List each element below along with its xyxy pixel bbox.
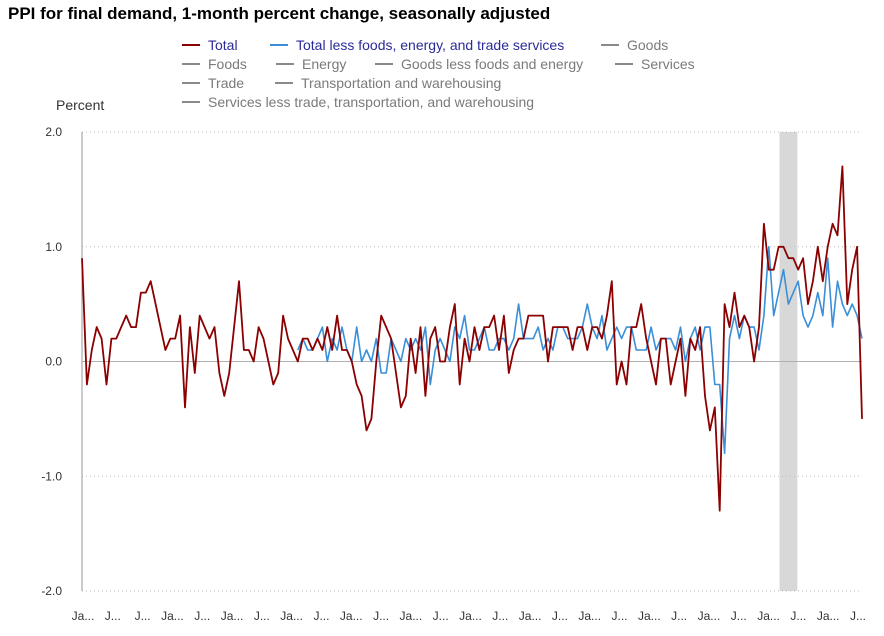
legend-swatch-services (615, 63, 633, 66)
legend-item-goods[interactable]: Goods (601, 37, 668, 53)
legend-swatch-goods (601, 44, 619, 47)
gridlines-layer (81, 131, 862, 592)
y-tick-label: 0.0 (45, 355, 62, 369)
legend-label: Services (641, 56, 695, 72)
series-line-total[interactable] (81, 165, 863, 512)
x-tick-label: J... (671, 609, 687, 623)
y-tick-label: -2.0 (41, 584, 62, 598)
legend-item-energy[interactable]: Energy (276, 56, 346, 72)
legend-swatch-goods-less (375, 63, 393, 66)
x-tick-label: J... (313, 609, 329, 623)
legend-item-services-less[interactable]: Services less trade, transportation, and… (182, 94, 534, 110)
chart-title: PPI for final demand, 1-month percent ch… (8, 4, 551, 23)
legend-label: Services less trade, transportation, and… (208, 94, 535, 110)
legend-swatch-total-less (270, 44, 288, 47)
legend: Total Total less foods, energy, and trad… (0, 0, 884, 120)
x-tick-label: Ja... (519, 609, 542, 623)
x-tick-labels-layer: Ja... J... J... Ja... J... Ja... J... Ja... J...… (72, 609, 866, 623)
x-tick-label: Ja... (698, 609, 721, 623)
y-tick-label: 1.0 (45, 240, 62, 254)
legend-item-trade[interactable]: Trade (182, 75, 244, 91)
x-tick-label: J... (194, 609, 210, 623)
x-tick-label: J... (612, 609, 628, 623)
x-tick-label: Ja... (757, 609, 780, 623)
x-tick-label: Ja... (578, 609, 601, 623)
x-tick-label: Ja... (340, 609, 363, 623)
x-tick-label: Ja... (400, 609, 423, 623)
legend-label: Total (208, 37, 238, 53)
x-tick-label: Ja... (638, 609, 661, 623)
x-tick-label: Ja... (72, 609, 95, 623)
legend-swatch-total (182, 44, 200, 47)
y-tick-label: -1.0 (41, 469, 62, 483)
x-tick-label: Ja... (817, 609, 840, 623)
x-tick-label: J... (135, 609, 151, 623)
legend-item-services[interactable]: Services (615, 56, 695, 72)
legend-swatch-transportation (275, 82, 293, 85)
x-tick-label: J... (492, 609, 508, 623)
legend-label: Trade (208, 75, 245, 91)
x-tick-label: J... (433, 609, 449, 623)
x-tick-label: Ja... (221, 609, 244, 623)
legend-label: Goods less foods and energy (401, 56, 584, 72)
y-axis-title: Percent (56, 97, 105, 113)
legend-swatch-services-less (182, 101, 200, 104)
legend-label: Total less foods, energy, and trade serv… (296, 37, 565, 53)
legend-label: Energy (302, 56, 347, 72)
x-tick-label: Ja... (280, 609, 303, 623)
legend-swatch-energy (276, 63, 294, 66)
legend-item-goods-less[interactable]: Goods less foods and energy (375, 56, 583, 72)
legend-swatch-trade (182, 82, 200, 85)
legend-item-total-less[interactable]: Total less foods, energy, and trade serv… (270, 37, 564, 53)
y-tick-labels-layer: 2.0 1.0 0.0 -1.0 -2.0 (41, 125, 62, 598)
legend-label: Transportation and warehousing (301, 75, 502, 91)
legend-item-foods[interactable]: Foods (182, 56, 247, 72)
y-tick-label: 2.0 (45, 125, 62, 139)
legend-item-transportation[interactable]: Transportation and warehousing (275, 75, 501, 91)
x-tick-label: J... (552, 609, 568, 623)
x-tick-label: J... (731, 609, 747, 623)
x-tick-label: Ja... (459, 609, 482, 623)
legend-label: Goods (627, 37, 669, 53)
x-tick-label: J... (373, 609, 389, 623)
x-tick-label: J... (850, 609, 866, 623)
x-tick-label: Ja... (161, 609, 184, 623)
x-tick-label: J... (790, 609, 806, 623)
legend-swatch-foods (182, 63, 200, 66)
legend-label: Foods (208, 56, 247, 72)
legend-item-total[interactable]: Total (182, 37, 238, 53)
series-line-total-less-foods-energy-trade[interactable] (297, 246, 863, 455)
x-tick-label: J... (105, 609, 121, 623)
x-tick-label: J... (254, 609, 270, 623)
series-layer (81, 165, 863, 512)
